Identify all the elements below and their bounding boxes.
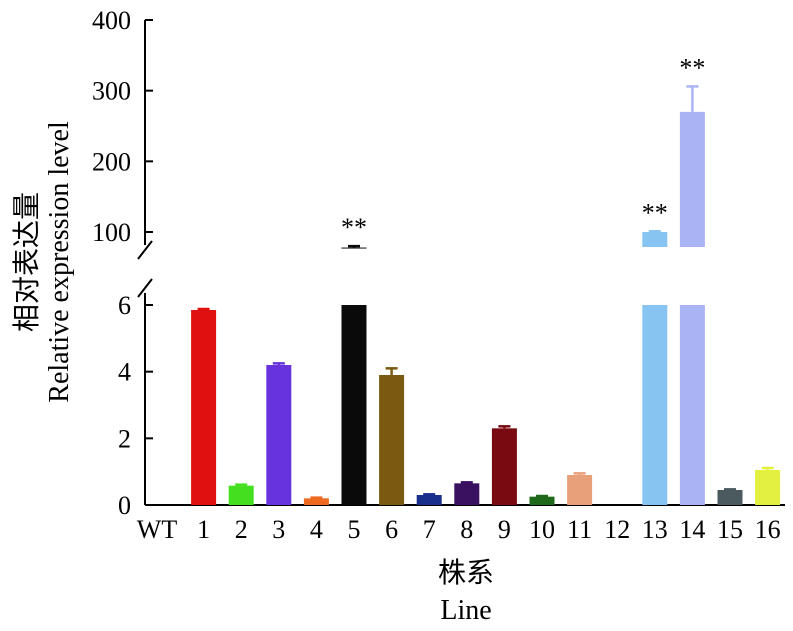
y-axis-title-en: Relative expression level: [44, 121, 75, 403]
axis-break-mark: [137, 240, 153, 260]
bar: [642, 305, 668, 505]
axis-break-mark: [137, 278, 153, 298]
significance-marker: **: [679, 53, 705, 82]
x-tick-label: 13: [642, 515, 668, 544]
bar: [341, 305, 367, 505]
bar-upper: [679, 111, 705, 247]
bar-upper: [341, 247, 367, 249]
bar: [303, 498, 329, 505]
y-tick-label: 400: [92, 6, 131, 35]
bar-upper: [642, 232, 668, 247]
bar: [529, 496, 555, 505]
x-axis-title-en: Line: [440, 595, 491, 626]
bar: [454, 483, 480, 505]
y-axis-title: 相对表达量: [11, 192, 43, 332]
bar: [491, 428, 517, 505]
y-tick-label: 2: [118, 424, 131, 453]
x-axis-title: 株系: [438, 557, 494, 589]
significance-marker: **: [642, 198, 668, 227]
x-tick-label: 3: [272, 515, 285, 544]
x-tick-label: 9: [498, 515, 511, 544]
bar: [266, 365, 292, 505]
x-tick-label: 11: [567, 515, 592, 544]
x-tick-label: 14: [679, 515, 705, 544]
x-tick-label: 8: [460, 515, 473, 544]
bars: [191, 85, 781, 505]
x-tick-label: 15: [717, 515, 743, 544]
x-tick-label: 16: [755, 515, 781, 544]
y-tick-label: 300: [92, 77, 131, 106]
x-tick-label: WT: [137, 515, 178, 544]
bar: [567, 475, 593, 505]
bar: [755, 470, 781, 505]
bar: [416, 495, 442, 505]
x-tick-label: 5: [348, 515, 361, 544]
x-tick-label: 4: [310, 515, 323, 544]
bar: [191, 310, 217, 505]
x-tick-label: 1: [197, 515, 210, 544]
bar: [717, 490, 743, 505]
bar: [379, 375, 405, 505]
x-tick-label: 6: [385, 515, 398, 544]
y-tick-label: 4: [118, 358, 131, 387]
x-tick-label: 2: [235, 515, 248, 544]
x-tick-label: 10: [529, 515, 555, 544]
x-tick-label: 12: [604, 515, 630, 544]
bar: [228, 485, 254, 505]
y-tick-label: 6: [118, 291, 131, 320]
y-tick-label: 0: [118, 491, 131, 520]
y-tick-label: 200: [92, 147, 131, 176]
significance-marker: **: [341, 213, 367, 242]
bar: [679, 305, 705, 505]
x-tick-label: 7: [423, 515, 436, 544]
y-tick-label: 100: [92, 218, 131, 247]
